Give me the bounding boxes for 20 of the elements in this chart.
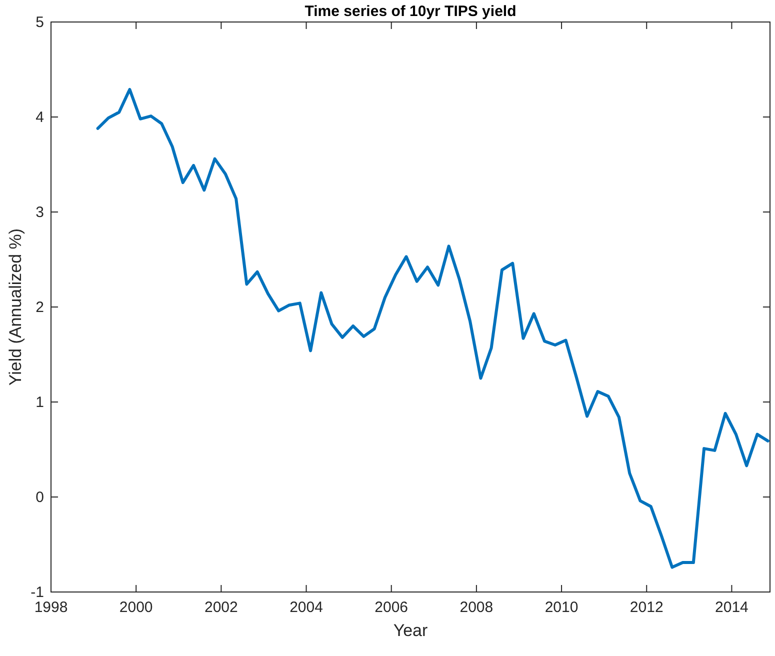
chart-title: Time series of 10yr TIPS yield [304,3,516,20]
y-tick-label: 2 [36,299,44,316]
x-tick-label: 2014 [715,599,748,616]
y-tick-label: 4 [36,109,44,126]
x-tick-label: 2004 [290,599,323,616]
line-series [96,88,770,569]
y-axis-title: Yield (Annualized %) [6,228,25,386]
x-tick-label: 1998 [34,599,68,616]
y-tick-label: 0 [36,489,44,506]
y-tick-label: -1 [30,584,44,601]
y-tick-label: 1 [36,394,44,411]
x-axis-title: Year [393,621,428,640]
x-tick-label: 2000 [119,599,153,616]
y-tick-label: 3 [36,204,44,221]
y-tick-label: 5 [36,14,44,31]
x-tick-label: 2012 [630,599,664,616]
x-tick-label: 2002 [204,599,238,616]
x-tick-label: 2008 [460,599,494,616]
x-tick-label: 2010 [544,599,578,616]
x-tick-label: 2006 [374,599,408,616]
